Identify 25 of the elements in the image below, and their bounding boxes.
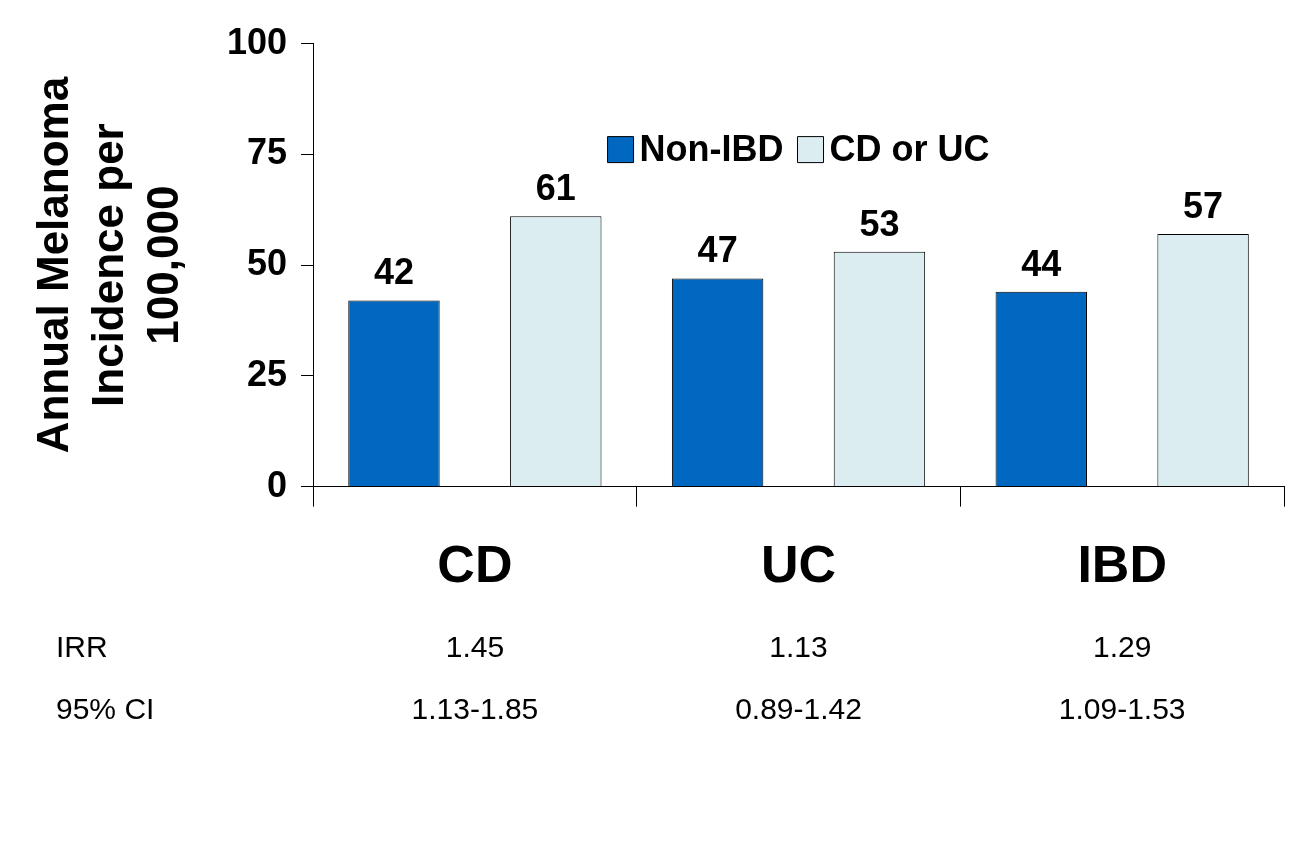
text: 1.29: [1092, 629, 1152, 663]
text: 1.13-1.85: [411, 691, 539, 725]
text: 1.09-1.53: [1058, 691, 1186, 725]
data-label: 53: [859, 202, 900, 244]
data-label: 44: [1021, 242, 1062, 284]
text: 0.89-1.42: [735, 691, 862, 725]
text: 95% CI: [56, 691, 155, 725]
y-tick-label: 0: [267, 463, 288, 505]
text: IRR: [56, 629, 108, 663]
x-tick-label: CD: [437, 535, 513, 594]
legend-label: Non-IBD: [639, 127, 784, 169]
data-label: 42: [373, 251, 414, 293]
data-label: 57: [1183, 185, 1224, 227]
text: 1.13: [769, 629, 828, 663]
data-label: 61: [535, 167, 576, 209]
data-label: 47: [697, 229, 738, 271]
x-tick-label: UC: [760, 535, 837, 594]
y-axis-title: Annual Melanoma Incidence per 100,000: [27, 76, 187, 454]
y-tick-label: 100: [226, 20, 288, 62]
y-tick-label: 75: [247, 131, 288, 173]
y-tick-label: 25: [247, 352, 288, 394]
text: 1.45: [445, 629, 505, 663]
x-tick-label: IBD: [1077, 535, 1167, 594]
legend-label: CD or UC: [829, 127, 990, 169]
y-tick-label: 50: [247, 242, 288, 284]
